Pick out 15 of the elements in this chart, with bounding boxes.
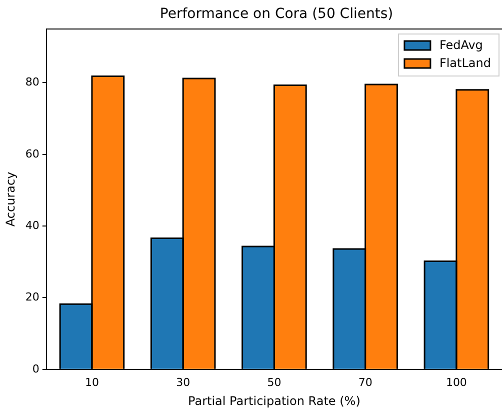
legend-label: FedAvg: [439, 38, 483, 52]
legend-label: FlatLand: [439, 56, 492, 70]
x-tick-label: 100: [446, 376, 467, 389]
y-tick-label: 60: [25, 147, 40, 160]
chart-title: Performance on Cora (50 Clients): [158, 6, 394, 22]
x-axis-title: Partial Participation Rate (%): [188, 394, 360, 408]
x-tick-label: 50: [267, 376, 282, 389]
y-tick-label: 40: [25, 218, 40, 232]
y-tick-label: 20: [25, 290, 40, 304]
y-axis-title: Accuracy: [3, 172, 18, 227]
y-tick-label: 80: [25, 76, 40, 89]
x-tick-label: 10: [84, 376, 99, 389]
x-tick-label: 70: [358, 376, 372, 389]
y-tick-label: 0: [32, 362, 40, 376]
x-tick-label: 30: [176, 376, 190, 389]
